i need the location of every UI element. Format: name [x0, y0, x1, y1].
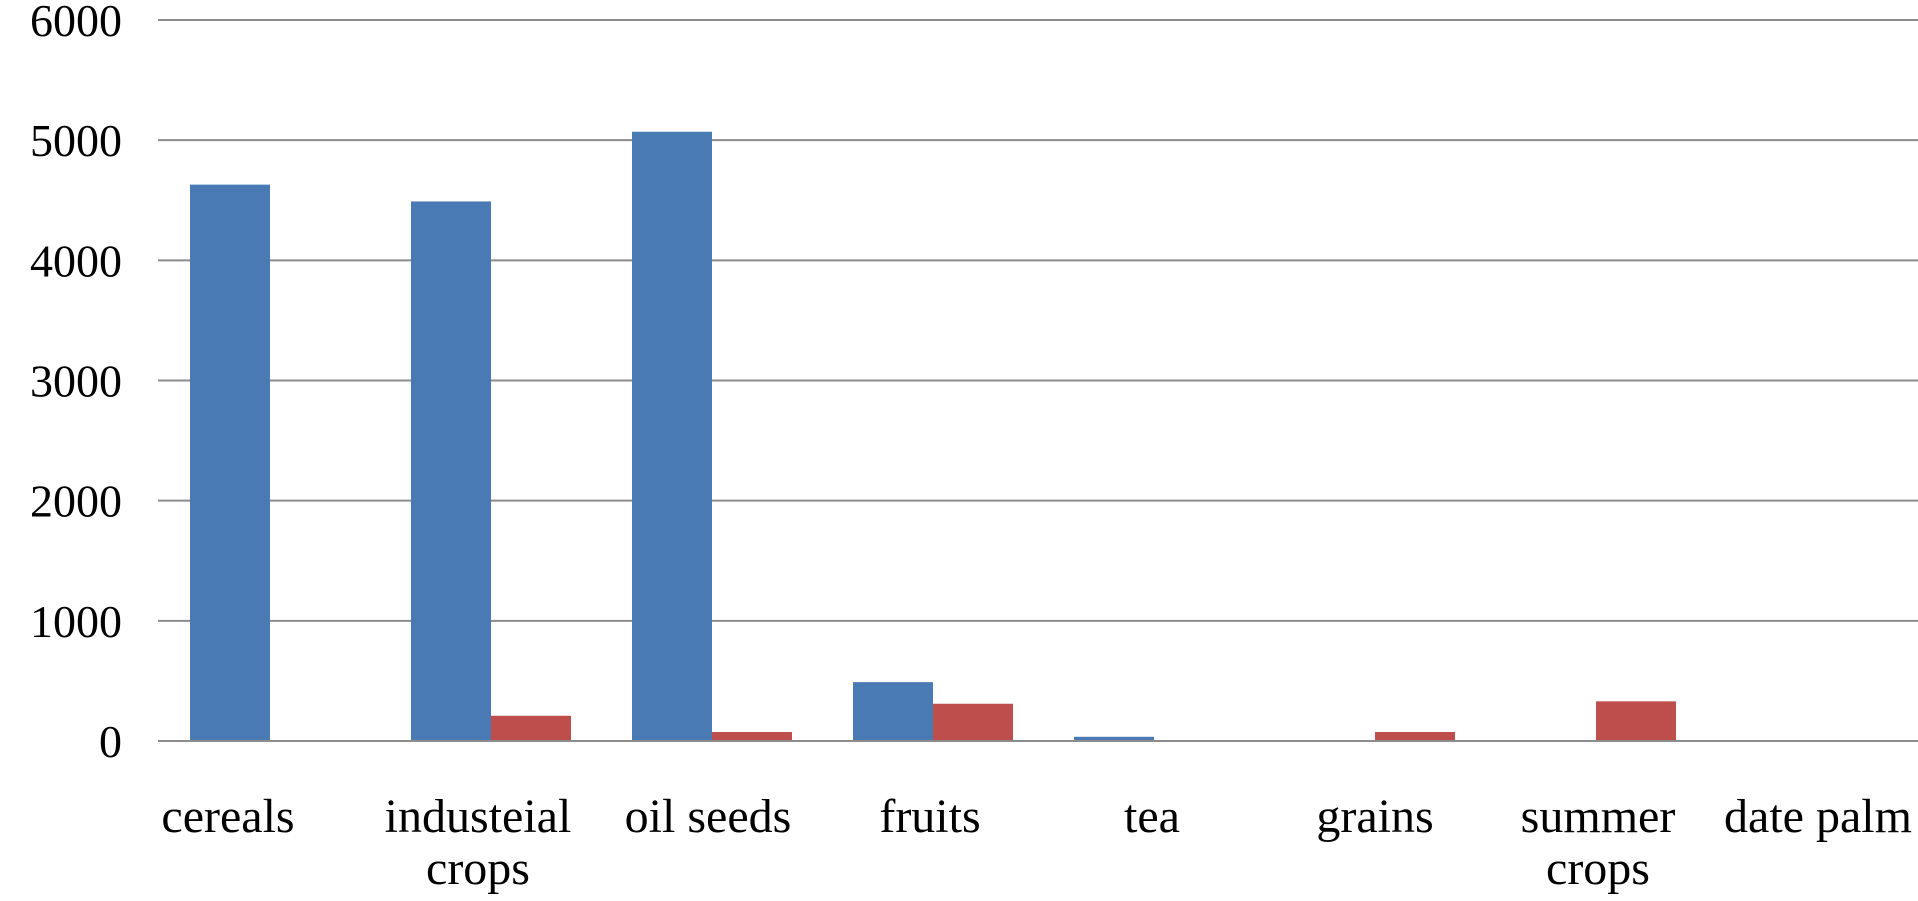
bar [1596, 701, 1676, 741]
bar [933, 704, 1013, 741]
y-tick-label: 2000 [30, 476, 122, 527]
x-category-label: date palm [1724, 790, 1912, 843]
x-category-label: summer [1521, 790, 1676, 843]
bar [411, 201, 491, 741]
bar [712, 732, 792, 741]
y-tick-label: 3000 [30, 356, 122, 407]
bar [491, 716, 571, 741]
x-category-label: grains [1316, 790, 1433, 843]
x-category-label: tea [1124, 790, 1180, 843]
x-category-label: crops [426, 842, 530, 895]
bars [190, 132, 1676, 741]
bar [190, 185, 270, 741]
y-tick-label: 4000 [30, 235, 122, 286]
y-tick-label: 6000 [30, 0, 122, 46]
y-tick-label: 1000 [30, 596, 122, 647]
x-category-label: cereals [161, 790, 294, 843]
x-category-label: crops [1546, 842, 1650, 895]
x-category-label: industeial [385, 790, 572, 843]
x-category-label: fruits [879, 790, 980, 843]
bar [1375, 732, 1455, 741]
y-tick-label: 5000 [30, 115, 122, 166]
x-category-label: oil seeds [625, 790, 792, 843]
bar [632, 132, 712, 741]
y-tick-label: 0 [99, 716, 122, 767]
y-axis-tick-labels: 0 1000 2000 3000 4000 5000 6000 [30, 0, 122, 767]
bar [853, 682, 933, 741]
